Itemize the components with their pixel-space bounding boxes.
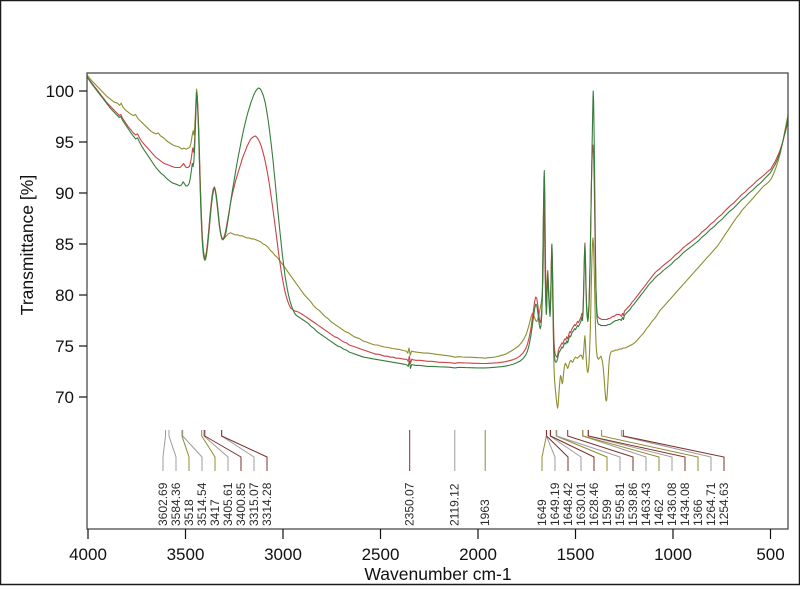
peak-label: 1649 [535, 499, 549, 526]
y-tick-label: 80 [55, 286, 74, 305]
peak-leader-line [556, 430, 621, 471]
y-tick-label: 85 [55, 235, 74, 254]
peak-leader-line [203, 430, 229, 471]
peak-label: 3584.36 [169, 482, 183, 526]
peak-label: 2350.07 [403, 482, 417, 526]
peak-leader-line [550, 430, 595, 471]
peak-leader-line [221, 430, 268, 471]
peak-label: 1963 [478, 499, 492, 526]
peak-label: 1436.08 [665, 482, 679, 526]
y-tick-label: 100 [46, 82, 74, 101]
plot-area [86, 72, 789, 530]
x-tick-label: 2500 [362, 545, 400, 564]
peak-leader-line [182, 430, 203, 471]
y-tick-label: 90 [55, 184, 74, 203]
peak-label: 1649.19 [548, 482, 562, 526]
peak-label: 1648.42 [561, 482, 575, 526]
spectra-lines [87, 74, 788, 409]
peak-label: 1628.46 [587, 482, 601, 526]
peak-leader-line [620, 430, 712, 471]
peak-leader-line [168, 430, 177, 471]
peak-label: 3417 [208, 499, 222, 526]
peak-leader-line [601, 430, 699, 471]
x-tick-label: 2000 [459, 545, 497, 564]
peak-label: 3400.85 [234, 482, 248, 526]
y-tick-label: 95 [55, 133, 74, 152]
peak-leader-line [587, 430, 686, 471]
peak-leader-line [181, 430, 190, 471]
peak-annotations: 3602.69 3584.36 3518 3514.54 3417 3405.61 3400… [156, 430, 731, 526]
peak-leader-line [204, 430, 242, 471]
y-tick-label: 70 [55, 388, 74, 407]
peak-label: 2119.12 [448, 483, 462, 526]
y-tick-label: 75 [55, 337, 74, 356]
peak-leader-line [162, 430, 166, 471]
x-tick-label: 500 [756, 545, 784, 564]
peak-label: 1463.43 [639, 482, 653, 526]
peak-label: 1462 [652, 499, 666, 526]
spectrum-green-line [87, 76, 788, 369]
peak-label: 3518 [182, 499, 196, 526]
x-tick-label: 4000 [69, 545, 107, 564]
peak-label: 1595.81 [613, 482, 627, 526]
peak-label: 1599 [600, 499, 614, 526]
peak-leader-line [582, 430, 660, 471]
peak-label: 1630.01 [574, 482, 588, 526]
peak-label: 3405.61 [221, 482, 235, 526]
x-axis: 4000 3500 3000 2500 2000 1500 1000 500 [69, 529, 785, 564]
peak-leader-line [622, 430, 725, 471]
peak-label: 1366 [691, 499, 705, 526]
peak-label: 1264.71 [704, 482, 718, 526]
x-tick-label: 1500 [557, 545, 595, 564]
x-tick-label: 3500 [167, 545, 205, 564]
peak-leader-line [567, 430, 634, 471]
peak-label: 3514.54 [195, 482, 209, 526]
peak-leader-line [555, 430, 608, 471]
peak-label: 3315.07 [247, 482, 261, 526]
peak-label: 1539.86 [626, 482, 640, 526]
peak-label: 1434.08 [678, 482, 692, 526]
y-axis-title: Transmittance [%] [17, 175, 37, 315]
peak-label: 3602.69 [156, 482, 170, 526]
x-tick-label: 3000 [264, 545, 302, 564]
y-axis: 100 95 90 85 80 75 70 [46, 82, 87, 407]
x-axis-title: Wavenumber cm-1 [364, 564, 511, 584]
peak-leader-line [546, 430, 569, 471]
x-tick-label: 1000 [654, 545, 692, 564]
peak-leader-line [201, 430, 216, 471]
peak-label: 1254.63 [717, 482, 731, 526]
peak-label: 3314.28 [260, 482, 274, 526]
